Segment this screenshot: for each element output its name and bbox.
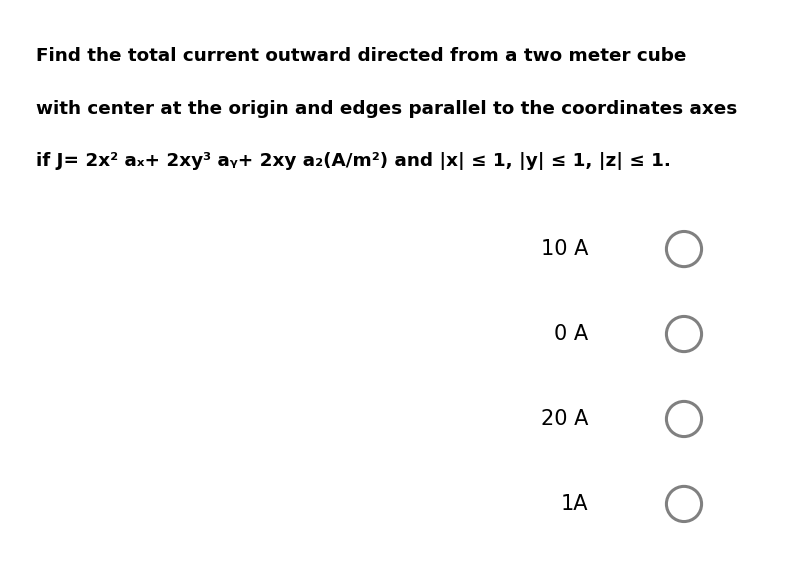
Text: 0 A: 0 A <box>554 324 588 344</box>
Text: with center at the origin and edges parallel to the coordinates axes: with center at the origin and edges para… <box>36 100 738 118</box>
Text: Find the total current outward directed from a two meter cube: Find the total current outward directed … <box>36 47 686 65</box>
Text: 20 A: 20 A <box>541 409 588 429</box>
Text: if J= 2x² aₓ+ 2xy³ aᵧ+ 2xy a₂(A/m²) and |x| ≤ 1, |y| ≤ 1, |z| ≤ 1.: if J= 2x² aₓ+ 2xy³ aᵧ+ 2xy a₂(A/m²) and … <box>36 152 671 171</box>
Text: 1A: 1A <box>561 494 588 514</box>
Text: 10 A: 10 A <box>541 239 588 259</box>
